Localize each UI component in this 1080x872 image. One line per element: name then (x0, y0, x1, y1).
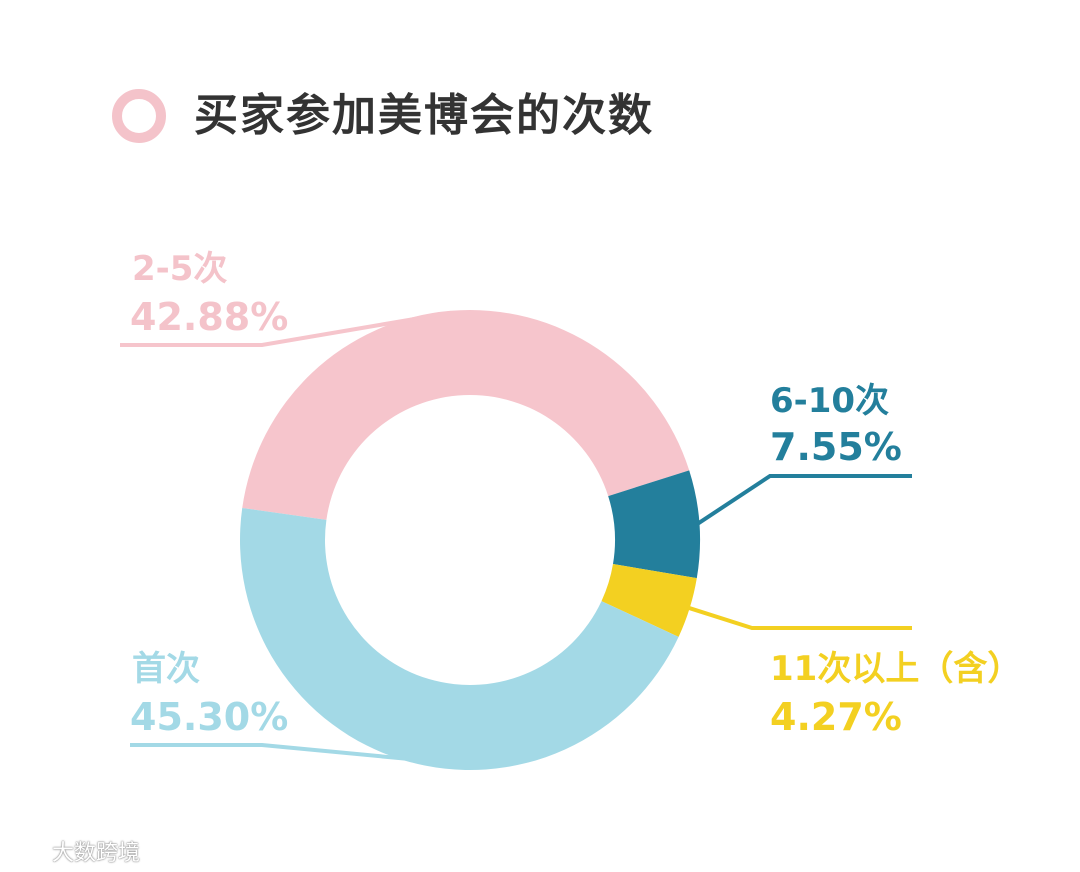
leader-2-5 (120, 310, 452, 347)
slice-11plus (601, 564, 697, 637)
label-2-5-name: 2-5次 (132, 249, 227, 289)
slice-2-5 (242, 310, 690, 520)
label-first-value: 45.30% (130, 695, 288, 739)
leader-6-10 (696, 474, 912, 526)
watermark: 大数跨境 (10, 836, 140, 866)
label-first-name: 首次 (132, 649, 200, 689)
chart-title-row: 买家参加美博会的次数 (112, 84, 654, 148)
watermark-text: 大数跨境 (52, 841, 141, 866)
slice-6-10 (608, 470, 700, 579)
label-6-10-value: 7.55% (770, 425, 902, 469)
slice-first (240, 507, 679, 770)
title-ring-icon (112, 89, 166, 143)
label-6-10-name: 6-10次 (770, 381, 889, 421)
leader-11plus (687, 605, 912, 630)
watermark-logo-icon (10, 841, 46, 862)
label-11plus-value: 4.27% (770, 695, 902, 739)
label-2-5-value: 42.88% (130, 295, 288, 339)
leader-first (130, 743, 406, 761)
label-11plus-name: 11次以上（含） (770, 649, 1021, 689)
chart-title: 买家参加美博会的次数 (194, 90, 654, 141)
